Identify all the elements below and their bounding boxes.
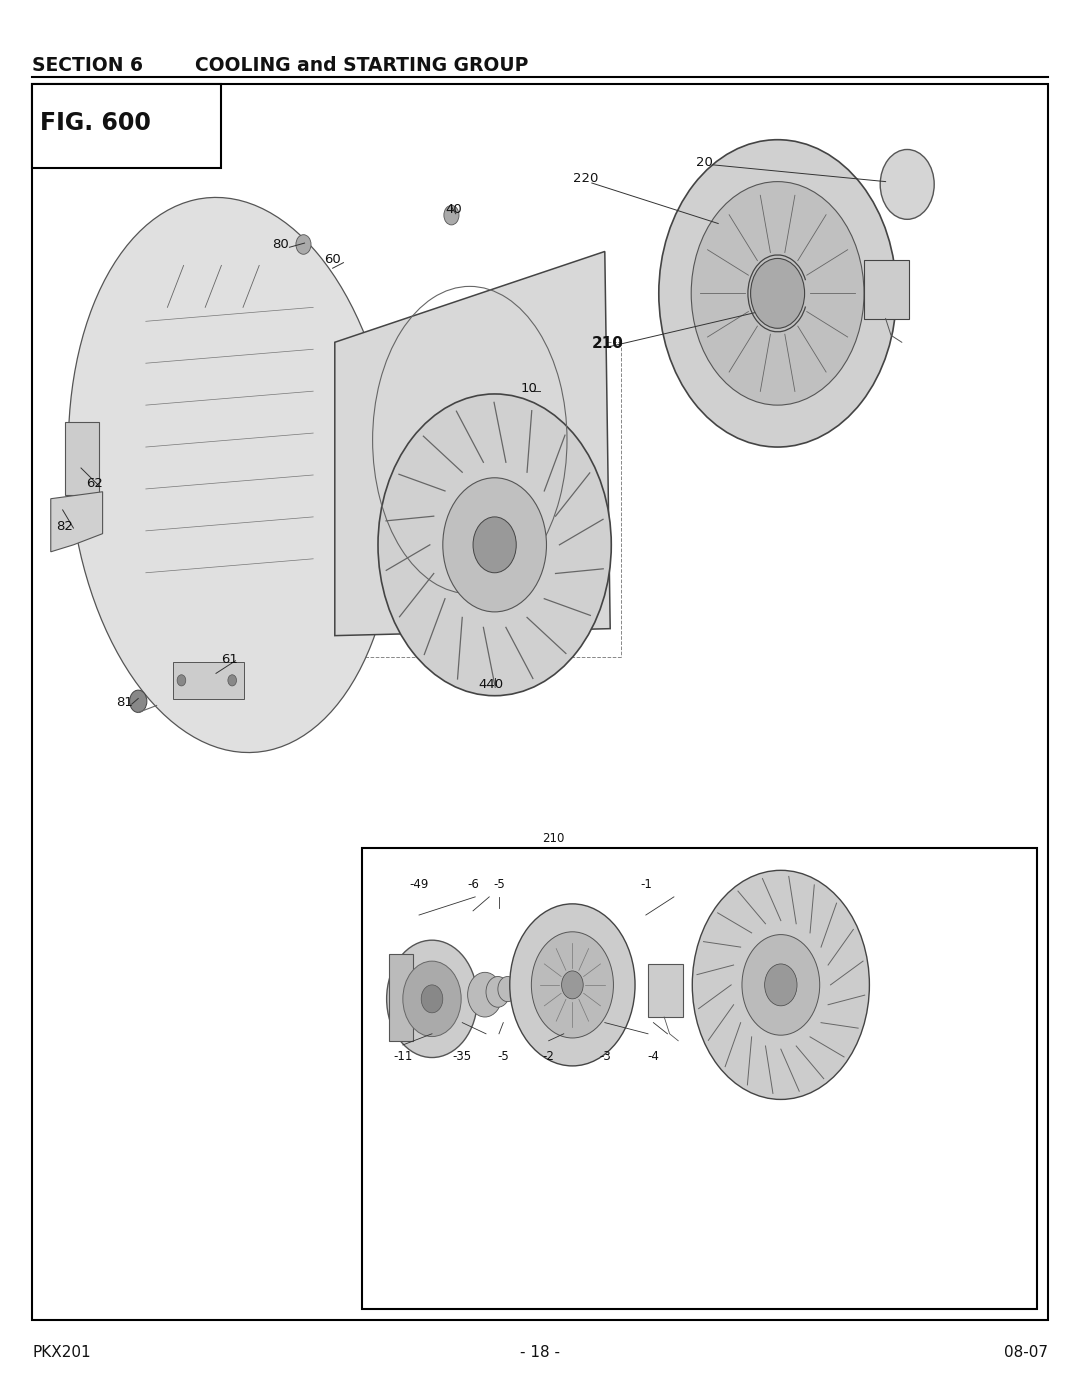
Text: 62: 62 xyxy=(86,476,104,490)
Circle shape xyxy=(473,517,516,573)
Circle shape xyxy=(443,478,546,612)
Circle shape xyxy=(387,940,477,1058)
FancyBboxPatch shape xyxy=(173,662,244,698)
Circle shape xyxy=(378,394,611,696)
Circle shape xyxy=(691,182,864,405)
Text: 40: 40 xyxy=(445,203,462,217)
Text: 60: 60 xyxy=(324,253,341,267)
Text: -49: -49 xyxy=(409,877,429,891)
Circle shape xyxy=(421,985,443,1013)
Circle shape xyxy=(444,205,459,225)
Text: 210: 210 xyxy=(542,831,564,845)
Text: 81: 81 xyxy=(116,696,133,710)
Circle shape xyxy=(659,140,896,447)
Text: -1: -1 xyxy=(640,877,651,891)
Circle shape xyxy=(531,932,613,1038)
Text: 61: 61 xyxy=(221,652,239,666)
Text: 20: 20 xyxy=(696,155,713,169)
Text: - 18 -: - 18 - xyxy=(519,1345,561,1359)
Text: -3: -3 xyxy=(599,1049,610,1063)
Text: -2: -2 xyxy=(543,1049,554,1063)
Circle shape xyxy=(510,904,635,1066)
Text: -35: -35 xyxy=(453,1049,472,1063)
FancyBboxPatch shape xyxy=(362,848,1037,1309)
Text: -4: -4 xyxy=(648,1049,659,1063)
Circle shape xyxy=(765,964,797,1006)
FancyBboxPatch shape xyxy=(864,260,909,319)
Circle shape xyxy=(562,971,583,999)
Circle shape xyxy=(130,690,147,712)
FancyBboxPatch shape xyxy=(32,84,1048,1320)
Text: 440: 440 xyxy=(478,678,504,692)
Circle shape xyxy=(228,675,237,686)
FancyBboxPatch shape xyxy=(32,84,221,168)
Text: 80: 80 xyxy=(272,237,289,251)
Circle shape xyxy=(498,977,517,1002)
Text: SECTION 6        COOLING and STARTING GROUP: SECTION 6 COOLING and STARTING GROUP xyxy=(32,56,529,75)
Text: FIG. 600: FIG. 600 xyxy=(40,110,151,136)
Circle shape xyxy=(296,235,311,254)
Text: -11: -11 xyxy=(393,1049,413,1063)
Circle shape xyxy=(692,870,869,1099)
Polygon shape xyxy=(51,492,103,552)
Circle shape xyxy=(880,149,934,219)
Text: 220: 220 xyxy=(572,172,598,186)
Circle shape xyxy=(751,258,805,328)
FancyBboxPatch shape xyxy=(389,954,413,1041)
Text: -6: -6 xyxy=(468,877,478,891)
Text: 210: 210 xyxy=(592,337,624,351)
Circle shape xyxy=(486,977,510,1007)
Ellipse shape xyxy=(68,197,396,753)
Circle shape xyxy=(177,675,186,686)
FancyBboxPatch shape xyxy=(648,964,683,1017)
Text: 82: 82 xyxy=(56,520,73,534)
Text: -5: -5 xyxy=(498,1049,509,1063)
Circle shape xyxy=(403,961,461,1037)
Text: 08-07: 08-07 xyxy=(1003,1345,1048,1359)
Text: 10: 10 xyxy=(521,381,538,395)
FancyBboxPatch shape xyxy=(65,422,99,495)
Text: PKX201: PKX201 xyxy=(32,1345,91,1359)
Circle shape xyxy=(742,935,820,1035)
Text: -5: -5 xyxy=(494,877,504,891)
Circle shape xyxy=(468,972,502,1017)
Polygon shape xyxy=(335,251,610,636)
